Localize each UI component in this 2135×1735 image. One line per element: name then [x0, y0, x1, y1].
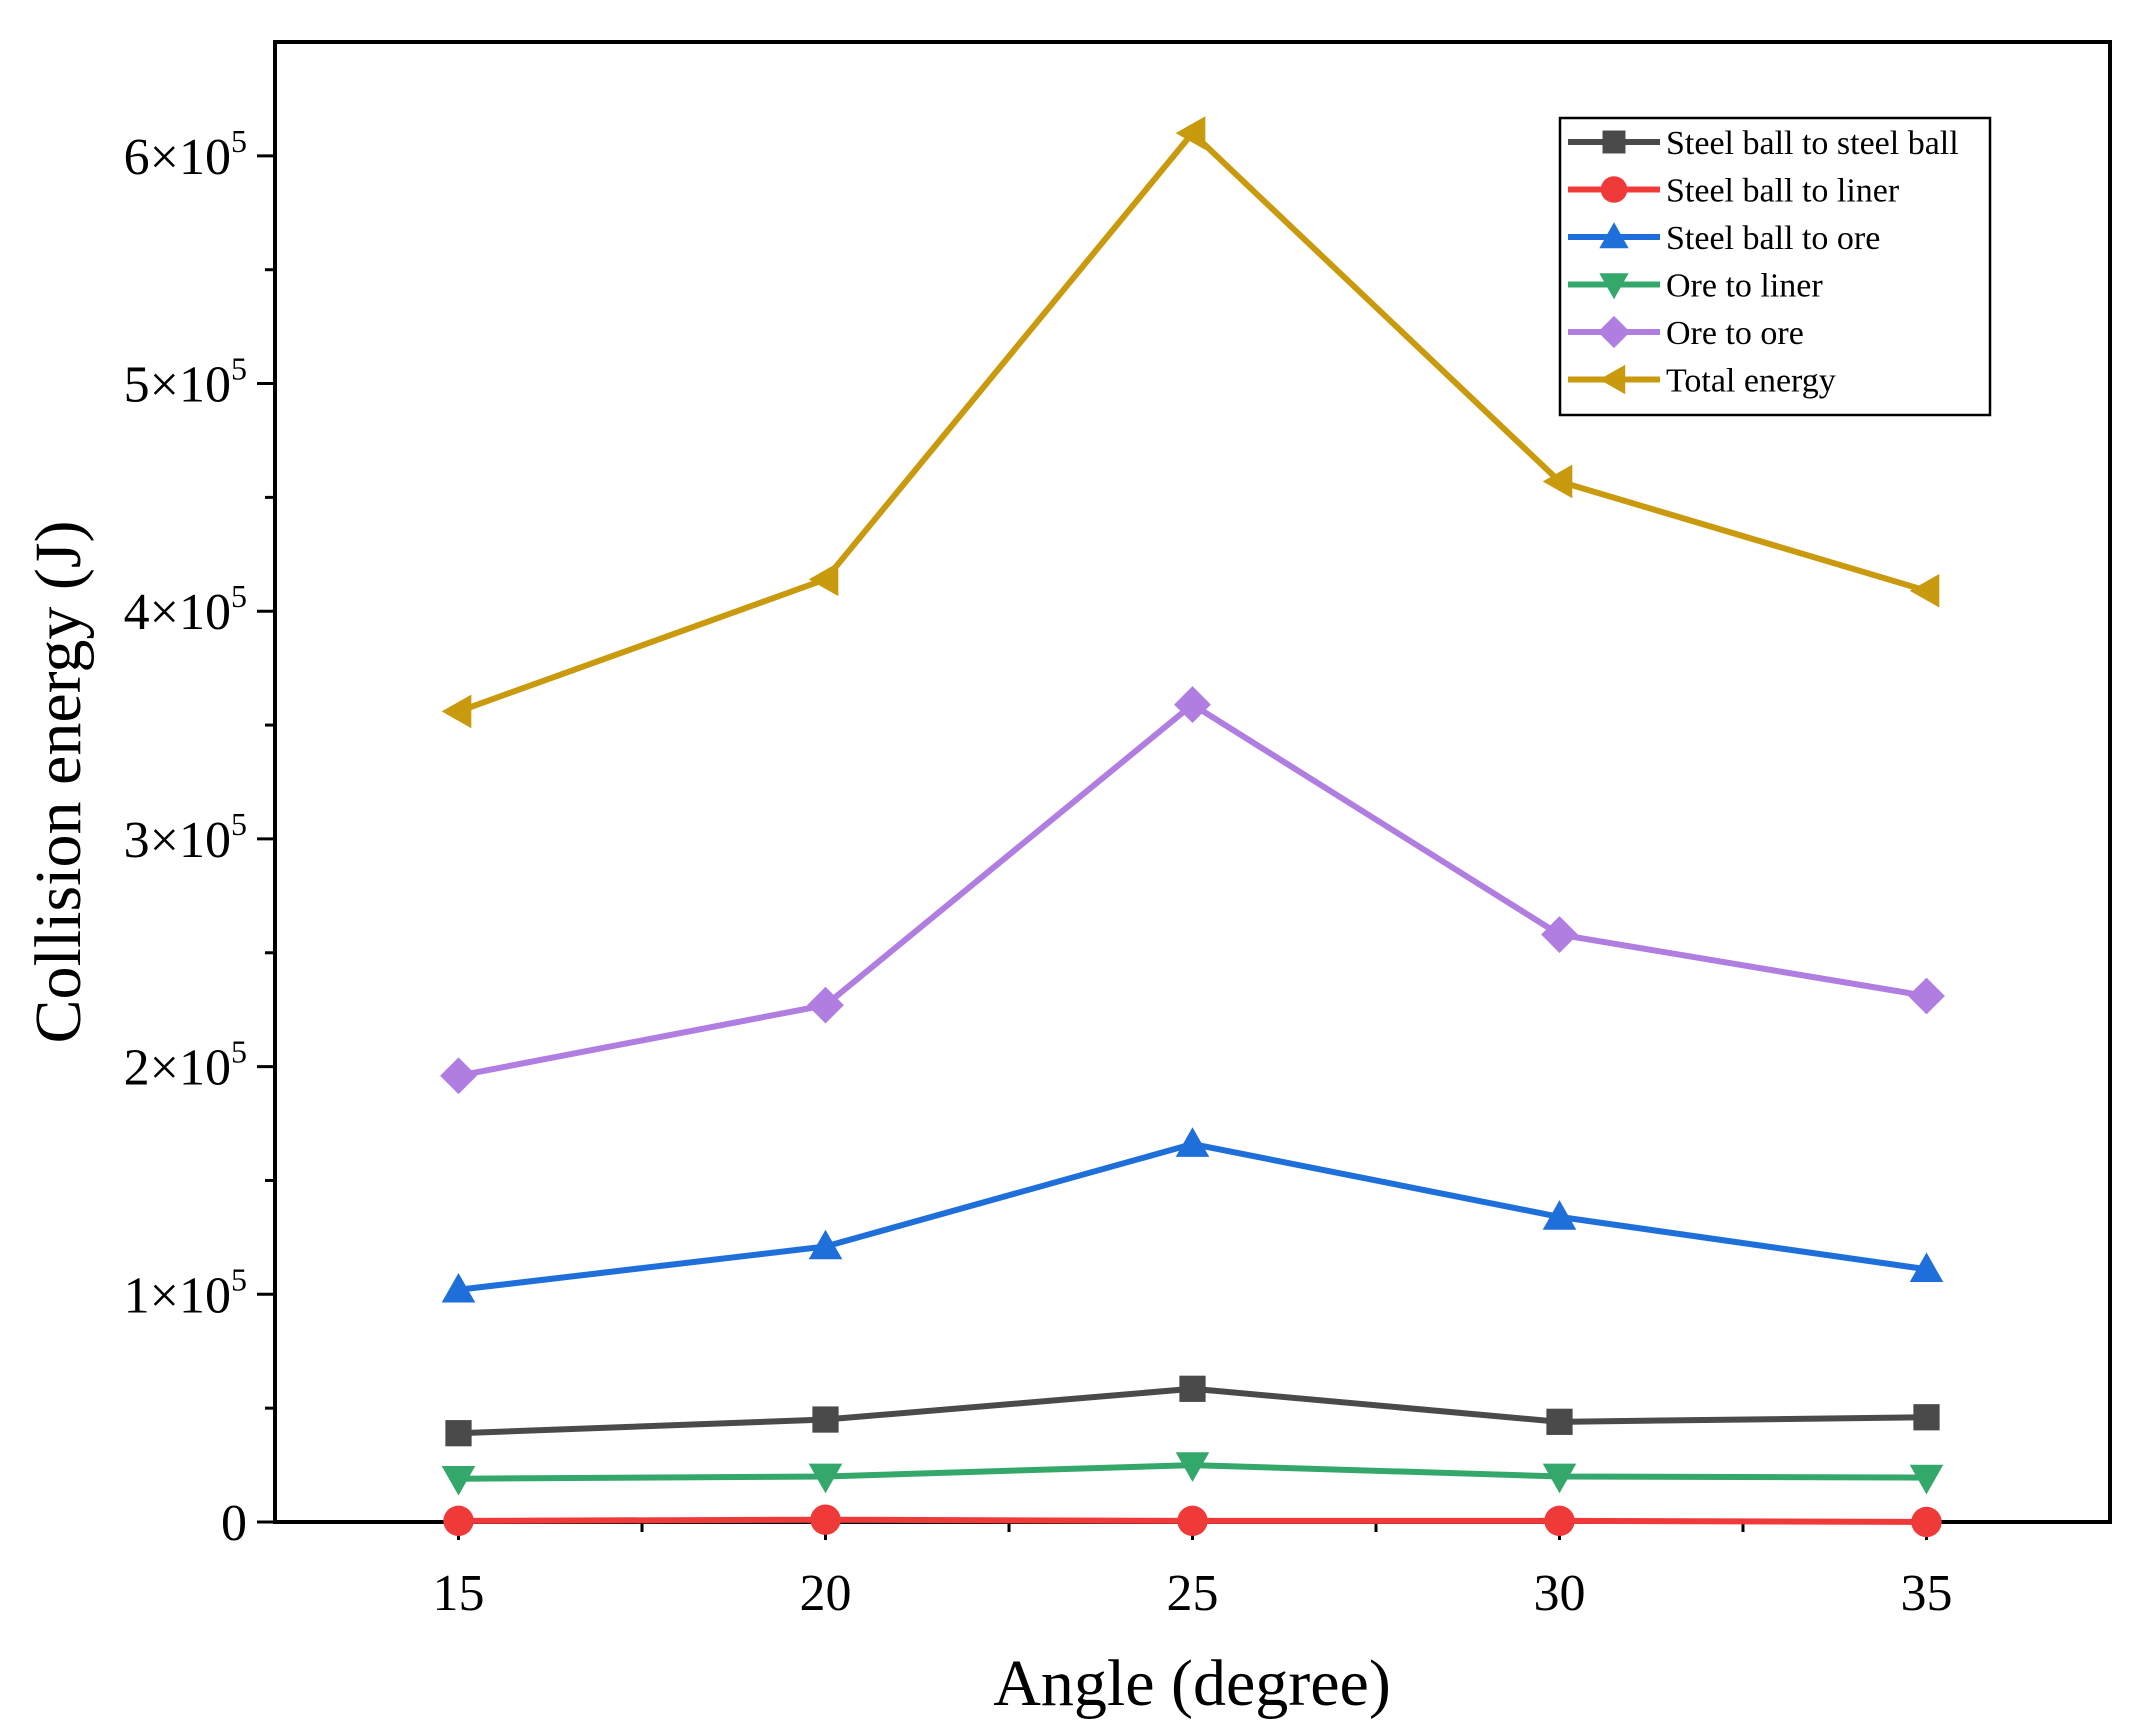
y-tick-label: 1×105	[124, 1261, 247, 1324]
x-tick-label: 15	[433, 1565, 485, 1622]
data-point	[1175, 116, 1206, 150]
series-ore-to-ore	[440, 686, 1945, 1095]
x-tick-label: 25	[1167, 1565, 1219, 1622]
legend-entry: Ore to ore	[1568, 315, 1804, 352]
series-total-energy	[441, 116, 1940, 729]
legend-marker	[1599, 222, 1629, 249]
series-line	[458, 1141, 1927, 1293]
data-point	[443, 1505, 474, 1537]
y-tick-label: 2×105	[124, 1034, 247, 1097]
data-point	[440, 1057, 477, 1095]
data-point	[441, 694, 472, 729]
data-point	[445, 1420, 472, 1447]
legend-marker	[1599, 364, 1626, 395]
data-point	[1175, 1452, 1210, 1482]
legend-label: Ore to ore	[1666, 315, 1804, 352]
data-point	[1542, 1200, 1577, 1230]
x-axis-label: Angle (degree)	[993, 1647, 1391, 1720]
series-ore-to-liner	[441, 1452, 1944, 1496]
legend-label: Steel ball to ore	[1666, 220, 1880, 257]
legend-marker	[1599, 273, 1629, 300]
data-point	[808, 562, 839, 597]
series-steel-ball-to-ore	[441, 1127, 1944, 1303]
x-tick-label: 35	[1901, 1565, 1953, 1622]
data-point	[1541, 916, 1578, 953]
data-point	[1909, 1252, 1944, 1283]
data-point	[1544, 1505, 1575, 1537]
data-point	[812, 1406, 839, 1433]
series-steel-ball-to-liner	[443, 1504, 1942, 1538]
legend-label: Total energy	[1666, 363, 1836, 400]
data-point	[1913, 1404, 1940, 1431]
data-point	[1909, 573, 1940, 608]
legend-marker	[1597, 315, 1631, 349]
legend: Steel ball to steel ball Steel ball to li…	[1558, 116, 1992, 417]
legend-entry: Steel ball to steel ball	[1568, 125, 1959, 162]
data-point	[1542, 1463, 1577, 1494]
legend-entry: Steel ball to liner	[1568, 173, 1900, 210]
y-tick-label: 5×105	[124, 351, 247, 414]
x-tick-label: 20	[800, 1565, 852, 1622]
data-point	[1175, 1127, 1210, 1157]
data-point	[441, 1272, 476, 1303]
y-tick-label: 3×105	[124, 806, 247, 869]
x-tick-label: 30	[1534, 1565, 1586, 1622]
data-point	[808, 1463, 843, 1494]
y-tick-label: 4×105	[124, 578, 247, 641]
series-layer	[440, 116, 1945, 1538]
data-point	[1908, 977, 1945, 1015]
series-steel-ball-to-steel-ball	[445, 1375, 1940, 1447]
data-point	[441, 1465, 476, 1496]
data-point	[807, 986, 844, 1024]
data-point	[810, 1504, 841, 1535]
legend-marker	[1600, 176, 1628, 203]
data-point	[1542, 464, 1573, 499]
data-point	[1179, 1375, 1206, 1402]
data-point	[1174, 686, 1211, 723]
legend-marker	[1602, 130, 1626, 154]
legend-entry: Steel ball to ore	[1568, 220, 1880, 257]
y-tick-label: 6×105	[124, 123, 247, 186]
legend-label: Ore to liner	[1666, 268, 1823, 305]
legend-box	[1558, 116, 1992, 417]
legend-entry: Ore to liner	[1568, 268, 1823, 305]
legend-entry: Total energy	[1568, 363, 1836, 400]
legend-label: Steel ball to liner	[1666, 173, 1900, 210]
data-point	[1911, 1506, 1942, 1538]
y-axis-label: Collision energy (J)	[22, 520, 95, 1043]
data-point	[1909, 1464, 1944, 1495]
data-point	[1177, 1505, 1208, 1537]
y-tick-label: 0	[221, 1495, 247, 1552]
legend-label: Steel ball to steel ball	[1666, 125, 1959, 162]
axis-ticks: 15 20 25 30 35 0 1×105 2×105 3×105 4×105 5×105 6×10…	[124, 123, 1953, 1622]
series-line	[457, 701, 1927, 1079]
data-point	[1546, 1408, 1573, 1435]
data-point	[808, 1229, 843, 1260]
